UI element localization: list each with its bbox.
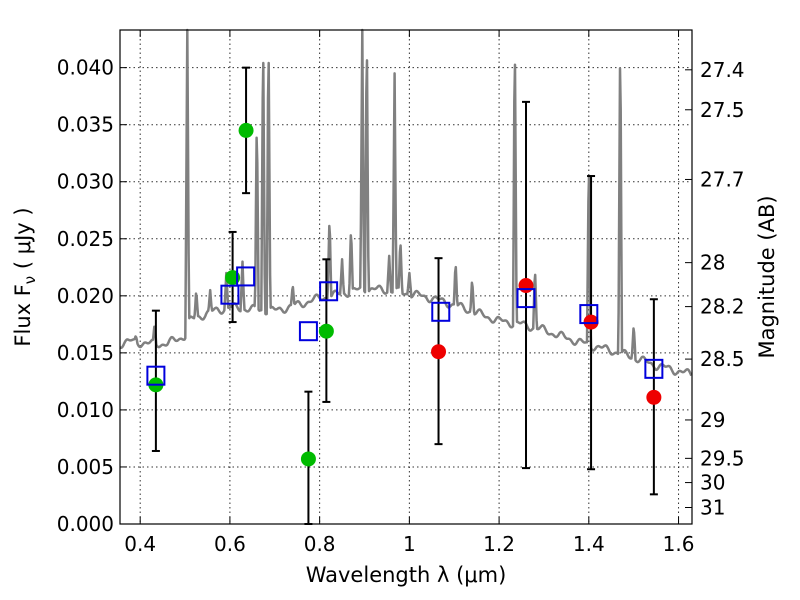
data-markers bbox=[146, 122, 664, 467]
data-point-square bbox=[298, 321, 318, 342]
data-point-square bbox=[220, 284, 240, 305]
data-point-circle bbox=[646, 389, 662, 405]
x-tick-label: 1 bbox=[403, 532, 416, 556]
y-tick-label: 0.020 bbox=[57, 284, 114, 308]
y-tick-label: 0.025 bbox=[57, 227, 114, 251]
right-tick-label: 30 bbox=[700, 471, 725, 495]
spectrum-line bbox=[119, 28, 693, 377]
data-point-circle bbox=[518, 278, 534, 294]
y-axis-label-main: Flux F bbox=[11, 284, 35, 346]
y-axis-label: Flux Fν ( μJy ) bbox=[11, 207, 39, 346]
data-point-circle bbox=[300, 451, 316, 467]
data-point-square bbox=[644, 358, 664, 379]
data-point-square bbox=[579, 304, 599, 325]
right-tick-label: 31 bbox=[700, 496, 725, 520]
right-tick-label: 28.5 bbox=[700, 347, 745, 371]
x-tick-label: 0.8 bbox=[304, 532, 336, 556]
data-point-square bbox=[146, 365, 166, 386]
y-axis-label-subscript: ν bbox=[21, 276, 39, 284]
x-tick-label: 1.2 bbox=[483, 532, 515, 556]
y-tick-label: 0.005 bbox=[57, 455, 114, 479]
plot-frame bbox=[119, 29, 693, 525]
right-tick-label: 27.5 bbox=[700, 98, 745, 122]
x-tick-label: 0.6 bbox=[214, 532, 246, 556]
data-point-square bbox=[319, 281, 339, 302]
grid bbox=[120, 30, 692, 525]
x-tick-label: 1.4 bbox=[573, 532, 605, 556]
right-tick-label: 28.2 bbox=[700, 295, 745, 319]
y-tick-label: 0.015 bbox=[57, 341, 114, 365]
y-tick-label: 0.040 bbox=[57, 56, 114, 80]
data-point-square bbox=[236, 266, 256, 287]
x-axis-ticks: 0.4 0.6 0.8 1 1.2 1.4 1.6 bbox=[124, 30, 694, 556]
right-tick-label: 27.4 bbox=[700, 58, 745, 82]
y-tick-label: 0.000 bbox=[57, 512, 114, 536]
model-spectrum bbox=[119, 28, 693, 377]
y-tick-label: 0.010 bbox=[57, 398, 114, 422]
right-tick-label: 27.7 bbox=[700, 167, 745, 191]
data-point-square bbox=[516, 288, 536, 309]
x-tick-label: 0.4 bbox=[124, 532, 156, 556]
data-point-circle bbox=[318, 323, 334, 339]
y-axis-ticks: 0.000 0.005 0.010 0.015 0.020 0.025 0.030 0.035… bbox=[57, 56, 127, 536]
right-tick-label: 28 bbox=[700, 251, 725, 275]
data-point-square bbox=[431, 301, 451, 322]
data-point-circle bbox=[583, 314, 599, 330]
x-tick-label: 1.6 bbox=[663, 532, 695, 556]
data-point-circle bbox=[431, 344, 447, 360]
right-tick-label: 29.5 bbox=[700, 446, 745, 470]
x-axis-label: Wavelength λ (μm) bbox=[306, 563, 507, 587]
right-axis-label: Magnitude (AB) bbox=[755, 195, 779, 358]
y-tick-label: 0.035 bbox=[57, 113, 114, 137]
y-tick-label: 0.030 bbox=[57, 170, 114, 194]
data-point-circle bbox=[238, 122, 254, 138]
right-tick-label: 29 bbox=[700, 408, 725, 432]
y-axis-label-units: ( μJy ) bbox=[11, 207, 35, 275]
